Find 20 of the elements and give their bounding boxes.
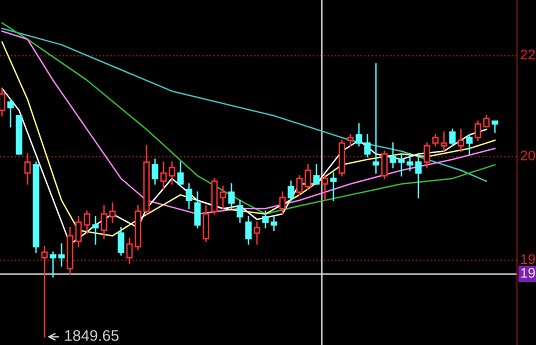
text: 22 xyxy=(520,50,535,60)
candlestick xyxy=(390,142,396,168)
candlestick xyxy=(449,128,456,146)
candlestick xyxy=(466,134,473,155)
candlestick xyxy=(364,134,371,158)
text: 19 xyxy=(521,254,535,264)
candlestick xyxy=(440,131,448,152)
candlestick xyxy=(381,150,388,180)
text: 19 xyxy=(521,268,535,278)
candlestick xyxy=(415,153,422,198)
candlestick xyxy=(458,128,464,152)
annotation: 1849.65 xyxy=(65,330,119,341)
text: 20 xyxy=(520,150,536,160)
candlestick xyxy=(356,123,362,146)
candlestick xyxy=(372,63,380,174)
candlestick xyxy=(398,153,405,176)
candlestick xyxy=(474,120,482,141)
candlestick xyxy=(432,134,439,146)
candlestick xyxy=(406,153,414,172)
candlestick xyxy=(424,142,430,168)
